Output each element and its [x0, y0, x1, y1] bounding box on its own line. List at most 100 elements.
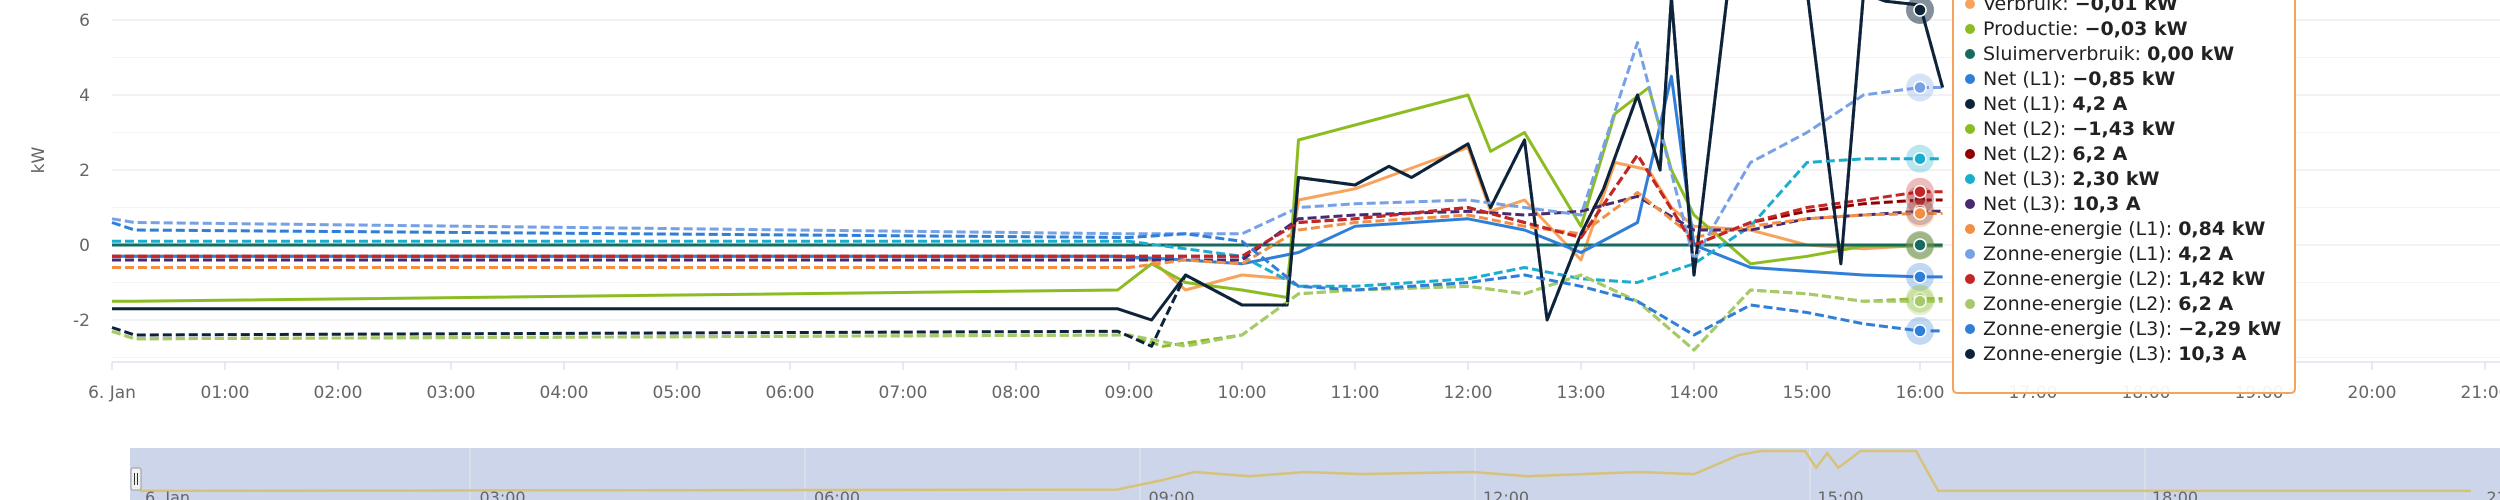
tooltip-series-name: Zonne-energie (L3)	[1983, 318, 2166, 340]
series-line-13[interactable]	[111, 221, 1943, 337]
tooltip-separator: :	[2166, 318, 2178, 340]
x-tick-label: 12:00	[1444, 383, 1493, 403]
tooltip-separator: :	[2166, 343, 2178, 365]
tooltip-item: Sluimerverbruik: 0,00 kW	[1983, 43, 2234, 65]
tooltip-series-name: Zonne-energie (L2)	[1983, 293, 2166, 315]
tooltip-bullet	[1965, 224, 1975, 234]
tooltip-separator: :	[2060, 193, 2072, 215]
x-tick-label: 05:00	[653, 383, 702, 403]
tooltip-series-name: Zonne-energie (L2)	[1983, 268, 2166, 290]
navigator-label: 15:00	[1818, 488, 1864, 500]
tooltip-series-name: Zonne-energie (L1)	[1983, 218, 2166, 240]
hover-point	[1913, 80, 1927, 95]
tooltip-value: 0,84 kW	[2178, 218, 2265, 240]
series-line-10[interactable]	[111, 41, 1943, 262]
tooltip-separator: :	[2166, 268, 2178, 290]
x-tick-label: 11:00	[1331, 383, 1380, 403]
hover-point	[1913, 206, 1927, 221]
tooltip-series-name: Sluimerverbruik	[1983, 43, 2135, 65]
tooltip-item: Verbruik: −0,01 kW	[1983, 0, 2178, 15]
x-tick-label: 10:00	[1218, 383, 1267, 403]
tooltip-bullet	[1965, 99, 1975, 109]
navigator-label: 18:00	[2152, 488, 2198, 500]
navigator[interactable]: 6. Jan 03:00 06:00 09:00 12:00 15:00 18:00 21:0…	[130, 448, 2500, 500]
tooltip-bullet	[1965, 149, 1975, 159]
tooltip-series-name: Zonne-energie (L3)	[1983, 343, 2166, 365]
x-tick-label: 6. Jan	[88, 383, 136, 403]
tooltip-value: −0,03 kW	[2085, 18, 2188, 40]
y-tick-label: 4	[79, 86, 90, 106]
y-axis-title: kW	[29, 146, 49, 173]
tooltip-series-name: Net (L2)	[1983, 118, 2060, 140]
x-tick-label: 20:00	[2348, 383, 2397, 403]
tooltip-series-name: Net (L3)	[1983, 168, 2060, 190]
tooltip-bullet	[1965, 274, 1975, 284]
navigator-label: 06:00	[814, 488, 860, 500]
hover-point	[1913, 3, 1927, 17]
tooltip-bullet	[1965, 249, 1975, 259]
x-tick-label: 03:00	[427, 383, 476, 403]
navigator-series-line	[139, 449, 2471, 493]
hover-point	[1913, 185, 1927, 199]
x-tick-label: 02:00	[314, 383, 363, 403]
tooltip-value: −2,29 kW	[2178, 318, 2281, 340]
series-line-12[interactable]	[111, 273, 1943, 352]
hover-point	[1913, 152, 1927, 166]
tooltip-value: 6,2 A	[2178, 293, 2233, 315]
navigator-label: 03:00	[480, 488, 526, 500]
series-line-3[interactable]	[112, 74, 1943, 279]
tooltip-item: Net (L3): 10,3 A	[1983, 193, 2141, 215]
y-tick-label: 0	[79, 236, 90, 256]
tooltip-series-name: Net (L1)	[1983, 68, 2060, 90]
tooltip-item: Zonne-energie (L3): −2,29 kW	[1983, 318, 2281, 340]
tooltip-item: Net (L3): 2,30 kW	[1983, 168, 2159, 190]
x-tick-label: 09:00	[1105, 383, 1154, 403]
tooltip-series-name: Verbruik	[1983, 0, 2062, 15]
tooltip-item: Net (L1): 4,2 A	[1983, 93, 2128, 115]
tooltip-separator: :	[2060, 118, 2072, 140]
series-lines[interactable]	[111, 0, 1945, 352]
tooltip-value: 1,42 kW	[2178, 268, 2265, 290]
x-tick-label: 15:00	[1783, 383, 1832, 403]
x-tick-label: 16:00	[1896, 383, 1945, 403]
tooltip-separator: :	[2062, 0, 2074, 15]
tooltip-item: Net (L2): −1,43 kW	[1983, 118, 2175, 140]
tooltip-separator: :	[2166, 293, 2178, 315]
tooltip-separator: :	[2072, 18, 2084, 40]
x-tick-label: 04:00	[540, 383, 589, 403]
tooltip-bullet	[1965, 49, 1975, 59]
tooltip-box	[1952, 0, 2296, 394]
series-line-14[interactable]	[111, 0, 1945, 348]
tooltip-value: 4,2 A	[2072, 93, 2127, 115]
tooltip-bullet	[1965, 199, 1975, 209]
tooltip-bullet	[1965, 124, 1975, 134]
hover-point	[1913, 324, 1927, 338]
tooltip-separator: :	[2060, 143, 2072, 165]
series-line-7[interactable]	[112, 157, 1943, 288]
tooltip-separator: :	[2060, 93, 2072, 115]
tooltip-bullet	[1965, 349, 1975, 359]
tooltip-bullet	[1965, 24, 1975, 34]
tooltip-value: 6,2 A	[2072, 143, 2127, 165]
x-tick-label: 01:00	[201, 383, 250, 403]
tooltip-item: Net (L1): −0,85 kW	[1983, 68, 2175, 90]
series-line-1[interactable]	[112, 86, 1943, 303]
tooltip-item: Zonne-energie (L2): 6,2 A	[1983, 293, 2233, 315]
tooltip-item: Productie: −0,03 kW	[1983, 18, 2188, 40]
x-tick-label: 13:00	[1557, 383, 1606, 403]
tooltip-value: 10,3 A	[2072, 193, 2140, 215]
hover-markers	[1906, 0, 1934, 345]
tooltip-bullet	[1965, 74, 1975, 84]
y-tick-label: -2	[73, 311, 90, 331]
tooltip-value: −0,85 kW	[2072, 68, 2175, 90]
tooltip-bullet	[1965, 299, 1975, 309]
tooltip-value: 10,3 A	[2178, 343, 2246, 365]
tooltip-bullet	[1965, 324, 1975, 334]
x-tick-label: 07:00	[879, 383, 928, 403]
navigator-left-handle[interactable]	[130, 467, 142, 491]
x-tick-label: 21:00	[2461, 383, 2500, 403]
hover-point	[1913, 238, 1927, 252]
x-tick-label: 14:00	[1670, 383, 1719, 403]
hover-point	[1913, 294, 1927, 308]
